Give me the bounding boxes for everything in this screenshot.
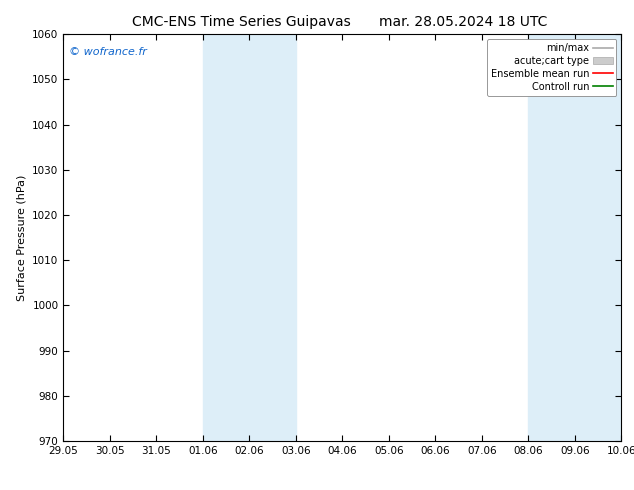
Text: © wofrance.fr: © wofrance.fr [69,47,147,56]
Legend: min/max, acute;cart type, Ensemble mean run, Controll run: min/max, acute;cart type, Ensemble mean … [487,39,616,96]
Bar [528,34,621,441]
Text: CMC-ENS Time Series Guipavas: CMC-ENS Time Series Guipavas [131,15,351,29]
Y-axis label: Surface Pressure (hPa): Surface Pressure (hPa) [16,174,27,301]
Bar [203,34,296,441]
Text: mar. 28.05.2024 18 UTC: mar. 28.05.2024 18 UTC [378,15,547,29]
